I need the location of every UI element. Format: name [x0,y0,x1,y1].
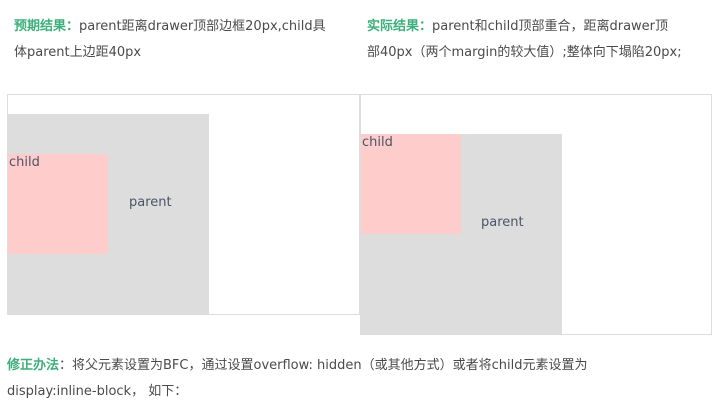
fix-line-1: 修正办法：将父元素设置为BFC，通过设置overflow: hidden（或其他… [7,353,719,379]
expected-result-desc-1: parent距离drawer顶部边框20px,child具 [79,19,326,34]
actual-result-desc-1: parent和child顶部重合，距离drawer顶 [432,19,669,34]
fix-desc-1: ：将父元素设置为BFC，通过设置overflow: hidden（或其他方式）或… [59,358,588,373]
actual-parent-label: parent [481,215,524,230]
expected-drawer: child parent [7,94,360,315]
expected-parent-label: parent [129,195,172,210]
expected-child-box: child [8,154,108,254]
fix-text: 修正办法：将父元素设置为BFC，通过设置overflow: hidden（或其他… [7,353,719,405]
actual-result-line-2: 部40px（两个margin的较大值）;整体向下塌陷20px; [367,45,682,60]
expected-result-label: 预期结果： [14,19,80,34]
expected-result-text: 预期结果：parent距离drawer顶部边框20px,child具 体pare… [14,14,354,66]
actual-drawer: child parent [360,94,712,335]
actual-child-label: child [362,135,393,150]
actual-parent-box: child parent [361,134,562,334]
actual-child-box: child [361,134,461,234]
fix-label: 修正办法 [7,358,60,373]
actual-result-line-1: 实际结果：parent和child顶部重合，距离drawer顶 [367,14,717,40]
expected-parent-box: child parent [8,114,209,314]
fix-line-2: display:inline-block， 如下： [7,384,188,399]
actual-result-text: 实际结果：parent和child顶部重合，距离drawer顶 部40px（两个… [367,14,717,66]
expected-child-label: child [9,155,40,170]
expected-result-line-2: 体parent上边距40px [14,45,142,60]
expected-result-line-1: 预期结果：parent距离drawer顶部边框20px,child具 [14,14,354,40]
actual-result-label: 实际结果： [367,19,433,34]
